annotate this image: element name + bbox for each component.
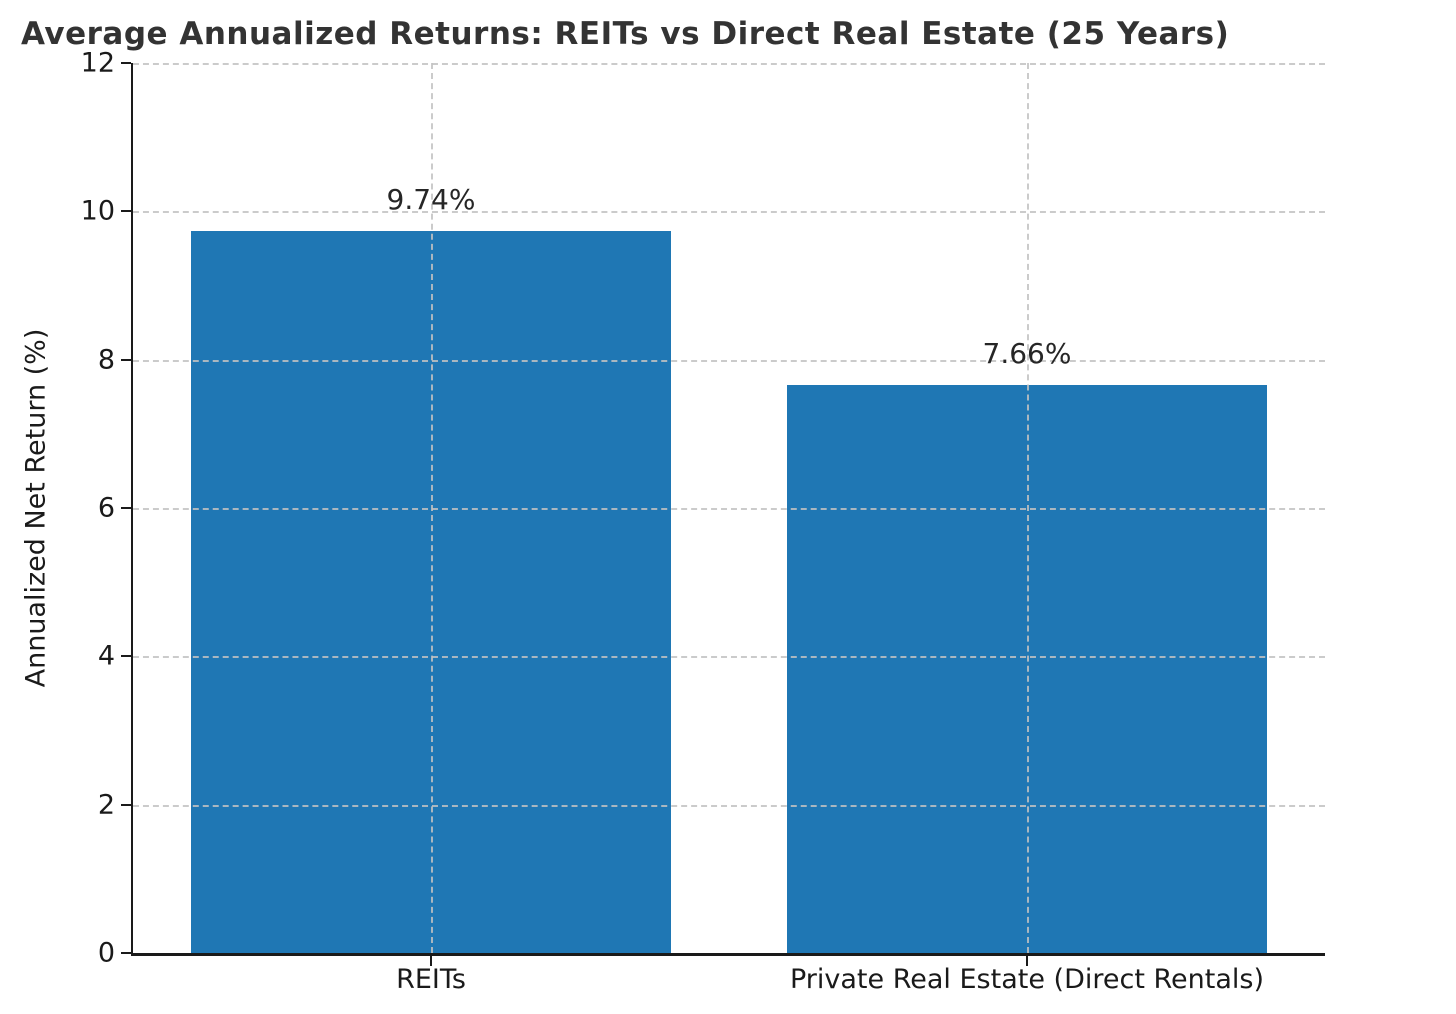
y-tick-label-2: 2 <box>97 789 115 821</box>
y-tick-mark <box>121 803 131 806</box>
bar-value-label-1: 7.66% <box>982 336 1072 370</box>
y-tick-label-0: 0 <box>97 937 115 969</box>
chart-title: Average Annualized Returns: REITs vs Dir… <box>21 16 1230 52</box>
y-axis-label: Annualized Net Return (%) <box>20 328 52 688</box>
x-tick-mark <box>430 956 432 966</box>
y-tick-mark <box>121 62 131 64</box>
y-tick-label-10: 10 <box>80 195 115 227</box>
y-tick-mark <box>121 655 131 658</box>
x-axis-spine <box>131 953 1325 956</box>
bar-1 <box>786 384 1268 953</box>
plot-area <box>133 63 1325 953</box>
x-tick-label-1: Private Real Estate (Direct Rentals) <box>789 964 1265 995</box>
horizontal-gridline <box>133 359 1325 362</box>
bar-0 <box>190 230 672 953</box>
horizontal-gridline <box>133 656 1325 659</box>
y-tick-mark <box>121 952 131 954</box>
y-tick-mark <box>121 210 131 213</box>
y-tick-label-4: 4 <box>97 640 115 672</box>
horizontal-gridline <box>133 211 1325 214</box>
horizontal-gridline <box>133 508 1325 510</box>
y-tick-label-8: 8 <box>97 344 115 376</box>
y-tick-label-12: 12 <box>80 47 115 79</box>
bar-value-label-0: 9.74% <box>386 182 476 216</box>
horizontal-gridline <box>133 63 1325 65</box>
y-tick-label-6: 6 <box>97 492 115 524</box>
x-tick-mark <box>1026 956 1028 966</box>
y-tick-mark <box>121 507 131 509</box>
y-tick-mark <box>121 358 131 361</box>
y-axis-spine <box>131 63 133 955</box>
x-tick-label-0: REITs <box>396 964 466 995</box>
horizontal-gridline <box>133 804 1325 807</box>
